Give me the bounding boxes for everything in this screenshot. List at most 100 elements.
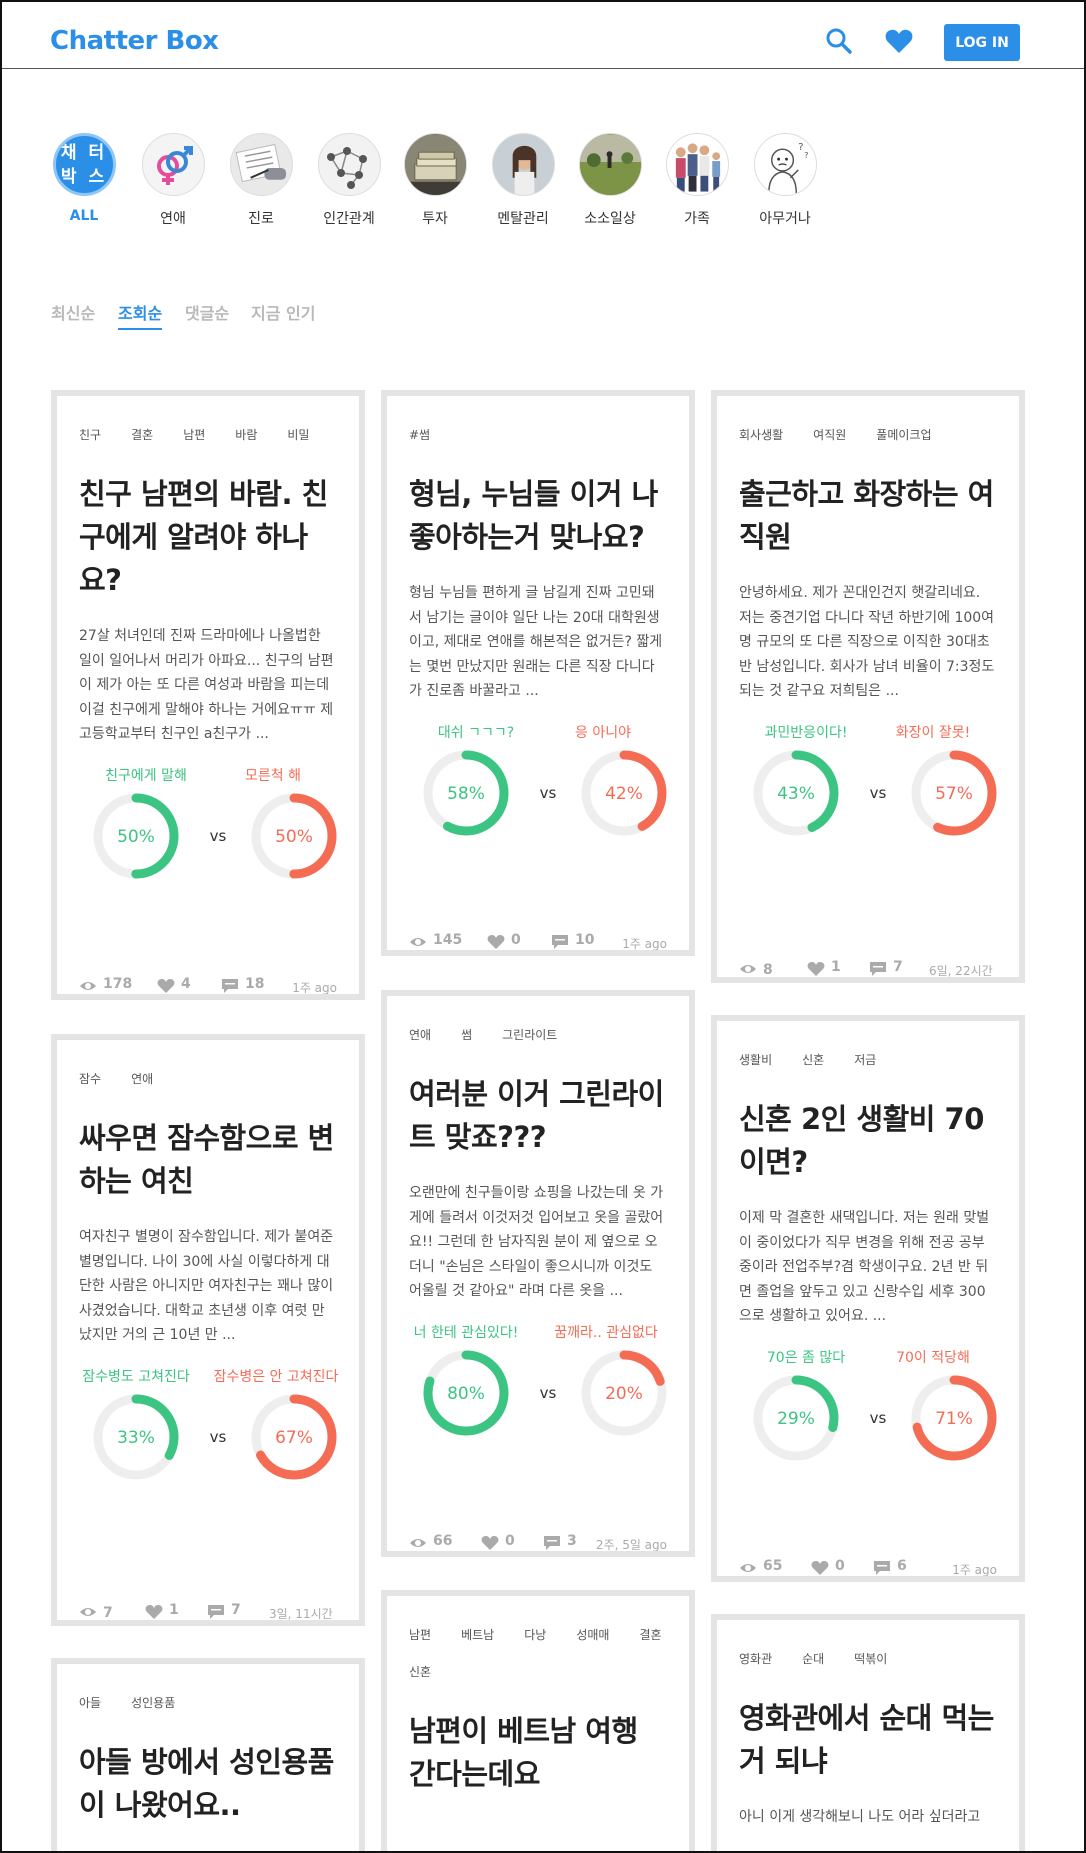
comments-stat[interactable]: 3 (543, 1533, 577, 1551)
post-title[interactable]: 여러분 이거 그린라이트 맞죠??? (409, 1077, 664, 1154)
heart-icon[interactable] (884, 26, 914, 56)
vote-option-a[interactable]: 너 한테 관심있다! (413, 1324, 519, 1341)
tag[interactable]: 여직원 (813, 428, 847, 442)
tag[interactable]: 다낭 (524, 1628, 547, 1642)
vote-ring-a[interactable]: 80% (421, 1348, 511, 1438)
tag[interactable]: 떡볶이 (854, 1652, 888, 1666)
post-title[interactable]: 남편이 베트남 여행 간다는데요 (409, 1714, 638, 1791)
vote-ring-a[interactable]: 33% (91, 1392, 181, 1482)
category-family[interactable]: 가족 (657, 133, 737, 228)
post-title[interactable]: 친구 남편의 바람. 친구에게 알려야 하나요? (79, 477, 328, 597)
tag[interactable]: 저금 (854, 1053, 877, 1067)
login-button[interactable]: LOG IN (944, 24, 1020, 61)
tag[interactable]: 풀메이크업 (876, 428, 932, 442)
vote-option-b[interactable]: 응 아니야 (575, 724, 631, 741)
vote-option-b[interactable]: 꿈깨라.. 관심없다 (554, 1324, 658, 1341)
vote-option-b[interactable]: 잠수병은 안 고쳐진다 (213, 1368, 339, 1385)
post-title[interactable]: 형님, 누님들 이거 나 좋아하는거 맞나요? (409, 477, 658, 554)
likes-stat[interactable]: 0 (811, 1558, 845, 1576)
vote-ring-b[interactable]: 71% (909, 1373, 999, 1463)
sort-tab-comments[interactable]: 댓글순 (185, 304, 230, 323)
post-card[interactable]: 친구 결혼 남편 바람 비밀 친구 남편의 바람. 친구에게 알려야 하나요? … (51, 390, 365, 1000)
likes-stat[interactable]: 1 (807, 959, 841, 977)
likes-stat[interactable]: 0 (487, 932, 521, 950)
category-anything[interactable]: ? ? 아무거나 (745, 133, 825, 228)
search-icon[interactable] (824, 26, 854, 56)
logo[interactable]: Chatter Box (50, 26, 219, 56)
vote-option-b[interactable]: 화장이 잘못! (895, 724, 971, 741)
post-card[interactable]: 아들 성인용품 아들 방에서 성인용품이 나왔어요.. (51, 1658, 365, 1851)
post-title[interactable]: 신혼 2인 생활비 70이면? (739, 1102, 984, 1179)
likes-stat[interactable]: 1 (145, 1602, 179, 1620)
vote-ring-a[interactable]: 29% (751, 1373, 841, 1463)
tag[interactable]: 썸 (461, 1028, 473, 1042)
vote-ring-b[interactable]: 20% (579, 1348, 669, 1438)
sort-tab-views[interactable]: 조회순 (118, 300, 163, 330)
tag[interactable]: 결혼 (131, 428, 154, 442)
post-card[interactable]: 영화관 순대 떡볶이 영화관에서 순대 먹는 거 되냐 아니 이게 생각해보니 … (711, 1614, 1025, 1851)
comment-icon (222, 979, 238, 993)
post-card[interactable]: #썸 형님, 누님들 이거 나 좋아하는거 맞나요? 형님 누님들 편하게 글 … (381, 390, 695, 956)
sort-tab-trending[interactable]: 지금 인기 (251, 304, 316, 323)
tag[interactable]: 성매매 (576, 1628, 610, 1642)
tag[interactable]: 베트남 (461, 1628, 495, 1642)
post-card[interactable]: 잠수 연애 싸우면 잠수함으로 변하는 여친 여자친구 별명이 잠수함입니다. … (51, 1034, 365, 1626)
tag[interactable]: 성인용품 (131, 1696, 176, 1710)
category-relationships[interactable]: 인간관계 (309, 133, 389, 228)
tag[interactable]: 순대 (802, 1652, 825, 1666)
likes-stat[interactable]: 4 (157, 976, 191, 994)
comments-stat[interactable]: 7 (869, 959, 903, 977)
vote-ring-b[interactable]: 42% (579, 748, 669, 838)
vote-ring-a[interactable]: 43% (751, 748, 841, 838)
category-all[interactable]: 채 터 박 스 ALL (44, 133, 124, 224)
post-title[interactable]: 출근하고 화장하는 여직원 (739, 477, 994, 554)
vote-option-a[interactable]: 과민반응이다! (764, 724, 848, 741)
vote-option-b[interactable]: 모른척 해 (245, 767, 301, 784)
post-title[interactable]: 싸우면 잠수함으로 변하는 여친 (79, 1121, 334, 1198)
tag[interactable]: 바람 (235, 428, 258, 442)
category-invest[interactable]: 투자 (395, 133, 475, 228)
sort-tab-latest[interactable]: 최신순 (51, 304, 96, 323)
vote-option-a[interactable]: 친구에게 말해 (105, 767, 187, 784)
post-card[interactable]: 생활비 신혼 저금 신혼 2인 생활비 70이면? 이제 막 결혼한 새댁입니다… (711, 1015, 1025, 1582)
tag[interactable]: #썸 (409, 428, 431, 442)
tag[interactable]: 남편 (409, 1628, 432, 1642)
likes-stat[interactable]: 0 (481, 1533, 515, 1551)
comments-stat[interactable]: 10 (551, 932, 594, 950)
tag[interactable]: 영화관 (739, 1652, 773, 1666)
post-card[interactable]: 남편 베트남 다낭 성매매 결혼 신혼 남편이 베트남 여행 간다는데요 (381, 1590, 695, 1851)
vote-ring-a[interactable]: 50% (91, 791, 181, 881)
vote-ring-b[interactable]: 50% (249, 791, 339, 881)
tag[interactable]: 회사생활 (739, 428, 784, 442)
category-love[interactable]: 연애 (133, 133, 213, 228)
post-title[interactable]: 아들 방에서 성인용품이 나왔어요.. (79, 1745, 334, 1822)
tag[interactable]: 아들 (79, 1696, 102, 1710)
tag[interactable]: 신혼 (802, 1053, 825, 1067)
category-mental[interactable]: 멘탈관리 (483, 133, 563, 228)
vote-ring-b[interactable]: 57% (909, 748, 999, 838)
comments-stat[interactable]: 18 (221, 976, 264, 994)
category-daily[interactable]: 소소일상 (570, 133, 650, 228)
tag[interactable]: 비밀 (287, 428, 310, 442)
vote-ring-b[interactable]: 67% (249, 1392, 339, 1482)
tag[interactable]: 친구 (79, 428, 102, 442)
tag[interactable]: 남편 (183, 428, 206, 442)
tag[interactable]: 그린라이트 (502, 1028, 558, 1042)
vote-ring-a[interactable]: 58% (421, 748, 511, 838)
post-card[interactable]: 회사생활 여직원 풀메이크업 출근하고 화장하는 여직원 안녕하세요. 제가 꼰… (711, 390, 1025, 983)
tag[interactable]: 잠수 (79, 1072, 102, 1086)
tag[interactable]: 생활비 (739, 1053, 773, 1067)
post-title[interactable]: 영화관에서 순대 먹는 거 되냐 (739, 1701, 994, 1778)
category-career[interactable]: 진로 (221, 133, 301, 228)
comments-stat[interactable]: 6 (873, 1558, 907, 1576)
tag[interactable]: 결혼 (639, 1628, 662, 1642)
vote-option-a[interactable]: 대쉬 ㄱㄱㄱ? (437, 724, 515, 741)
vote-option-b[interactable]: 70이 적당해 (896, 1349, 970, 1366)
tag[interactable]: 연애 (409, 1028, 432, 1042)
vote-option-a[interactable]: 70은 좀 많다 (766, 1349, 846, 1366)
post-card[interactable]: 연애 썸 그린라이트 여러분 이거 그린라이트 맞죠??? 오랜만에 친구들이랑… (381, 990, 695, 1557)
tag[interactable]: 신혼 (409, 1665, 432, 1679)
tag[interactable]: 연애 (131, 1072, 154, 1086)
vote-option-a[interactable]: 잠수병도 고쳐진다 (82, 1368, 190, 1385)
comments-stat[interactable]: 7 (207, 1602, 241, 1620)
